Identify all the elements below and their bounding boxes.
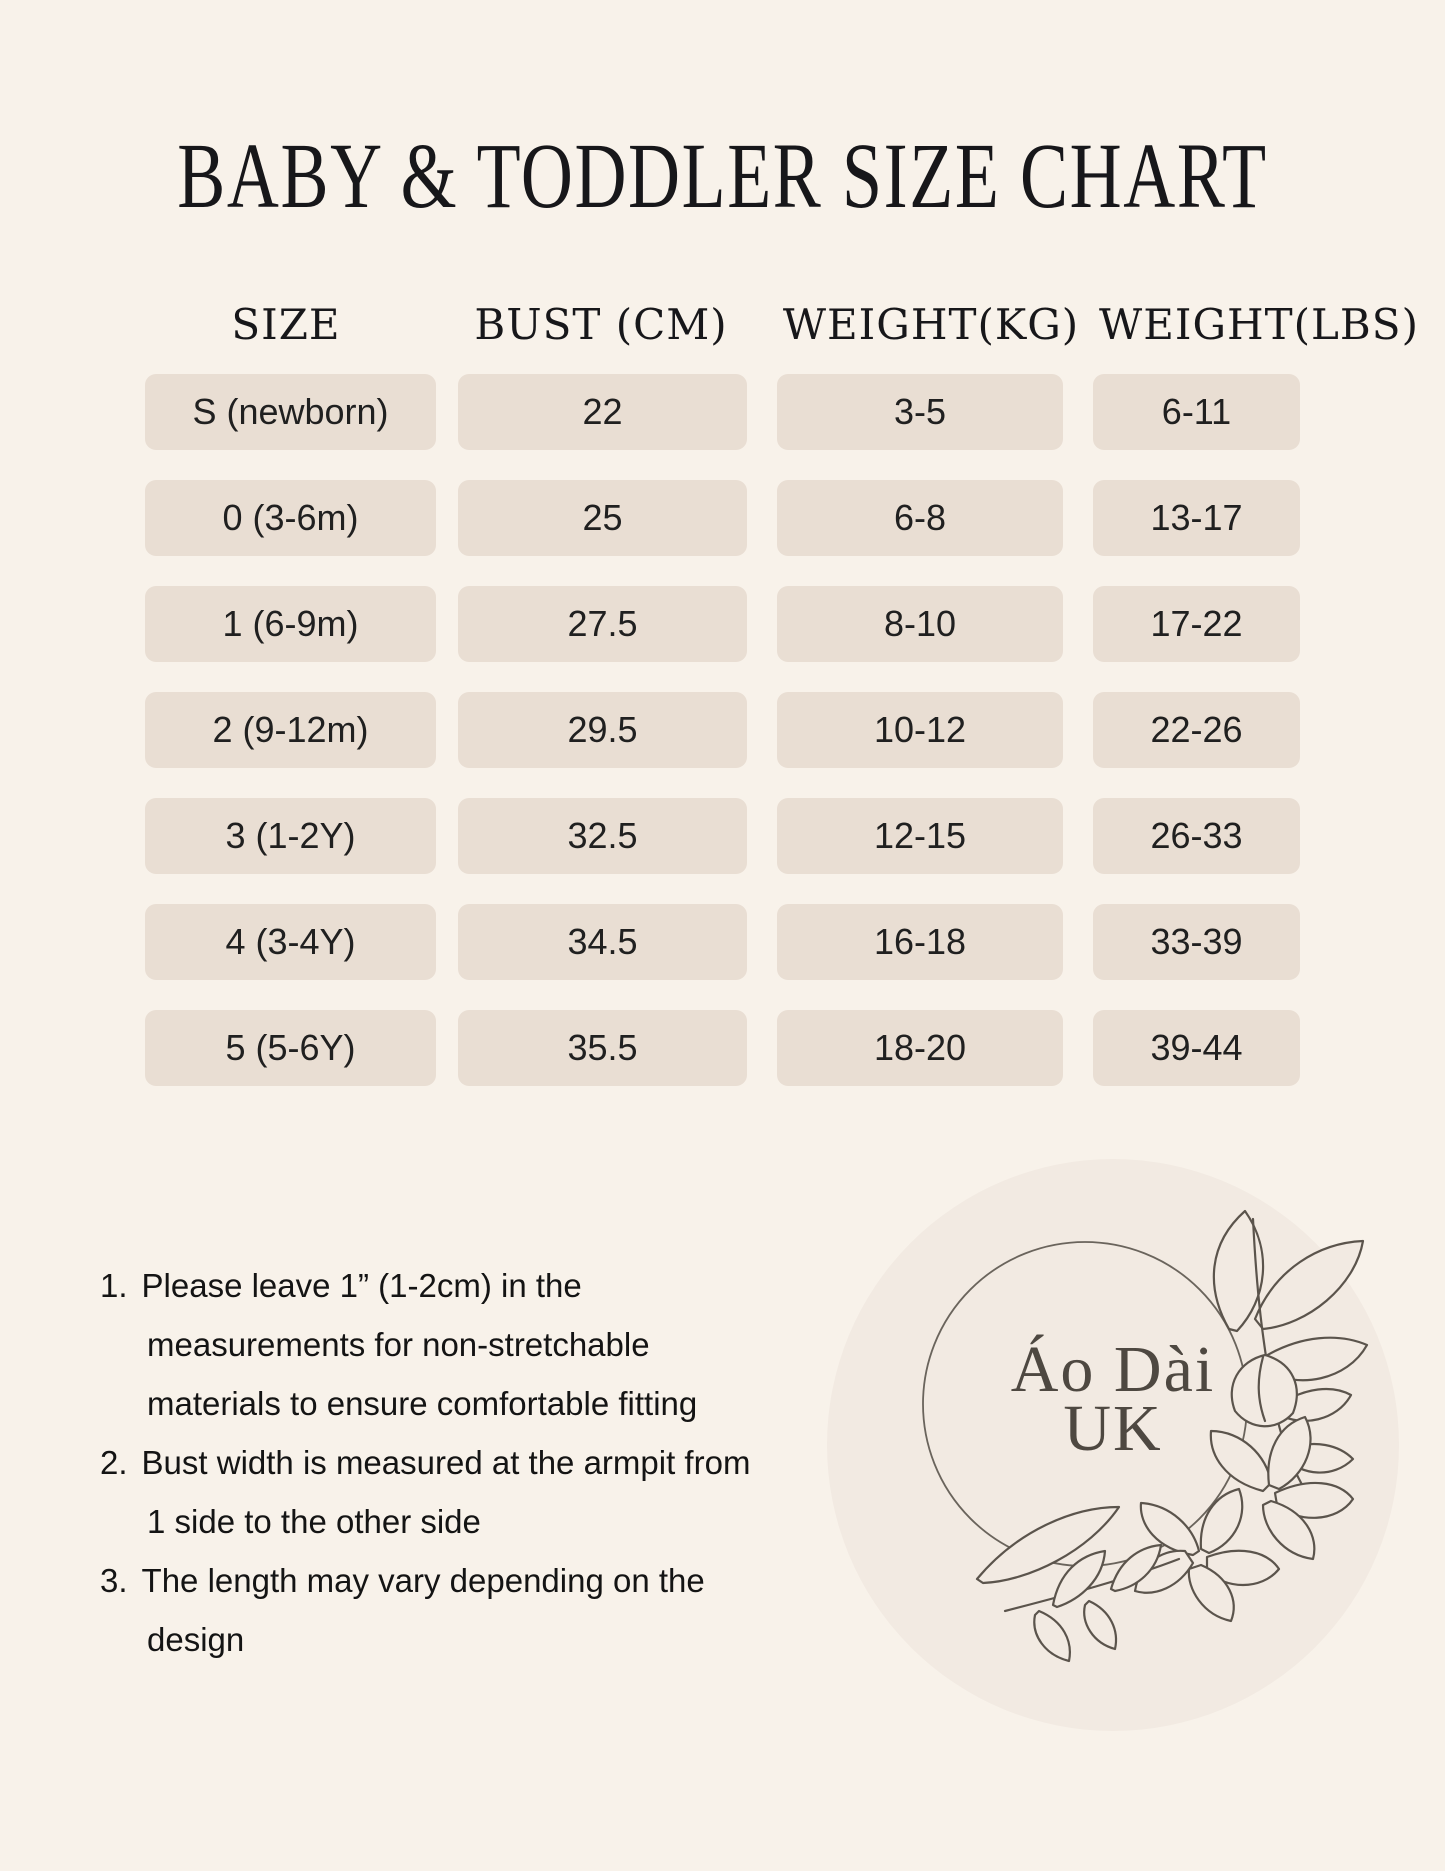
kg-cell: 8-10 <box>777 586 1063 662</box>
note-item: 1. Please leave 1” (1-2cm) in the measure… <box>100 1256 760 1433</box>
kg-cell: 12-15 <box>777 798 1063 874</box>
size-cell: S (newborn) <box>145 374 436 450</box>
bust-cell: 32.5 <box>458 798 747 874</box>
lbs-cell: 17-22 <box>1093 586 1300 662</box>
note-text: Bust width is measured at the armpit fro… <box>141 1444 751 1540</box>
size-cell: 2 (9-12m) <box>145 692 436 768</box>
column-header-weight-kg: WEIGHT(KG) <box>782 300 1080 349</box>
page-title-wrap: BABY & TODDLER SIZE CHART <box>0 129 1445 223</box>
note-number: 2. <box>100 1444 128 1481</box>
lbs-cell: 26-33 <box>1093 798 1300 874</box>
bust-cell: 25 <box>458 480 747 556</box>
size-cell: 4 (3-4Y) <box>145 904 436 980</box>
note-item: 2. Bust width is measured at the armpit f… <box>100 1433 760 1551</box>
size-cell: 0 (3-6m) <box>145 480 436 556</box>
bust-cell: 29.5 <box>458 692 747 768</box>
note-text: The length may vary depending on the des… <box>141 1562 705 1658</box>
size-cell: 3 (1-2Y) <box>145 798 436 874</box>
floral-wreath-icon <box>922 1209 1369 1663</box>
lbs-cell: 33-39 <box>1093 904 1300 980</box>
lbs-cell: 22-26 <box>1093 692 1300 768</box>
kg-cell: 16-18 <box>777 904 1063 980</box>
bust-cell: 35.5 <box>458 1010 747 1086</box>
logo-line1: Áo Dài <box>1010 1333 1216 1406</box>
size-cell: 5 (5-6Y) <box>145 1010 436 1086</box>
column-header-bust-cm: BUST (CM) <box>474 300 728 349</box>
kg-cell: 18-20 <box>777 1010 1063 1086</box>
logo-line2: UK <box>1063 1392 1163 1465</box>
bust-cell: 34.5 <box>458 904 747 980</box>
lbs-cell: 39-44 <box>1093 1010 1300 1086</box>
kg-cell: 6-8 <box>777 480 1063 556</box>
brand-logo: Áo Dài UK <box>827 1159 1399 1731</box>
bust-cell: 22 <box>458 374 747 450</box>
kg-cell: 3-5 <box>777 374 1063 450</box>
note-text: Please leave 1” (1-2cm) in the measureme… <box>141 1267 698 1422</box>
bust-cell: 27.5 <box>458 586 747 662</box>
column-header-weight-lbs: WEIGHT(LBS) <box>1099 300 1419 349</box>
note-item: 3. The length may vary depending on the d… <box>100 1551 760 1669</box>
logo-wordmark: Áo Dài UK <box>827 1333 1399 1465</box>
column-header-size: SIZE <box>231 300 341 349</box>
lbs-cell: 13-17 <box>1093 480 1300 556</box>
notes-list: 1. Please leave 1” (1-2cm) in the measure… <box>100 1256 760 1669</box>
note-number: 1. <box>100 1267 128 1304</box>
size-cell: 1 (6-9m) <box>145 586 436 662</box>
kg-cell: 10-12 <box>777 692 1063 768</box>
note-number: 3. <box>100 1562 128 1599</box>
page-title: BABY & TODDLER SIZE CHART <box>177 124 1268 228</box>
lbs-cell: 6-11 <box>1093 374 1300 450</box>
